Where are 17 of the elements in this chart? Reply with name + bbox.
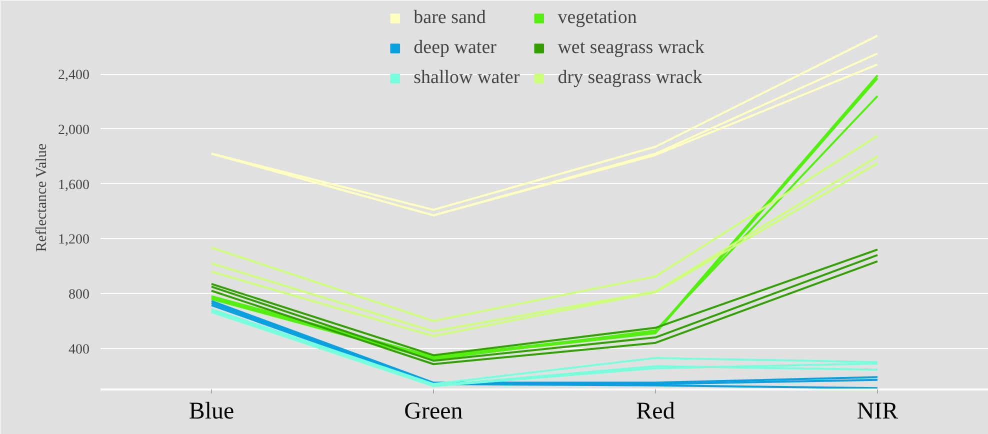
x-tick-label: Red [636,398,675,424]
y-axis-title: Reflectance Value [34,143,50,252]
y-tick-label: 800 [68,288,90,302]
x-tick-label: Blue [188,398,234,424]
legend-label: deep water [414,37,496,59]
legend-label: wet seagrass wrack [558,37,704,59]
y-tick-label: 2,000 [58,122,90,138]
y-tick-label: 1,200 [58,232,90,248]
x-tick-label: Green [404,398,463,424]
legend-label: bare sand [414,7,486,29]
y-tick-label: 400 [68,342,90,358]
legend-label: vegetation [558,7,637,29]
y-tick-label: 1,600 [58,178,90,193]
y-tick-label: 2,400 [58,68,90,84]
x-tick-label: NIR [856,398,898,424]
legend-label: dry seagrass wrack [558,67,702,89]
legend-label: shallow water [414,67,520,89]
